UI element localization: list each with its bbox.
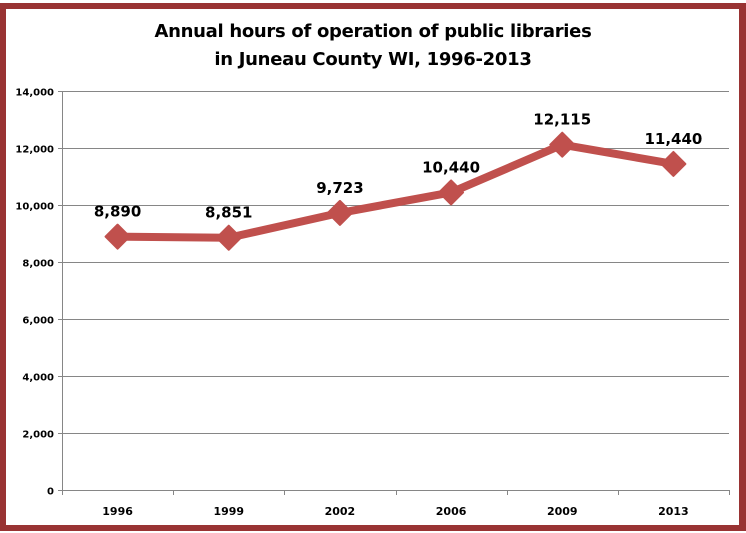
x-tick-label: 2006 — [436, 505, 467, 518]
data-point-marker — [438, 179, 465, 206]
y-tick-label: 2,000 — [22, 430, 54, 441]
data-label: 8,851 — [205, 204, 252, 222]
y-tick-label: 14,000 — [15, 88, 54, 99]
data-point-marker — [104, 223, 131, 250]
data-point-marker — [215, 224, 242, 251]
data-label: 12,115 — [533, 111, 591, 129]
chart-title-line-2: in Juneau County WI, 1996-2013 — [214, 49, 532, 70]
chart-title-line-1: Annual hours of operation of public libr… — [154, 21, 592, 42]
data-point-marker — [660, 150, 687, 177]
data-point-marker — [549, 131, 576, 158]
series-line — [117, 140, 675, 242]
data-label: 8,890 — [94, 203, 141, 221]
data-label: 11,440 — [644, 130, 702, 148]
x-tick-label: 2002 — [325, 505, 356, 518]
y-tick-label: 6,000 — [22, 316, 54, 327]
chart-title: Annual hours of operation of public libr… — [0, 18, 746, 74]
y-tick-label: 4,000 — [22, 373, 54, 384]
x-tick-label: 2013 — [658, 505, 689, 518]
x-tick-label: 2009 — [547, 505, 578, 518]
x-tick-label: 1996 — [102, 505, 133, 518]
y-tick-label: 12,000 — [15, 145, 54, 156]
data-label: 10,440 — [422, 158, 480, 176]
y-tick-label: 0 — [47, 487, 54, 498]
data-point-marker — [326, 199, 353, 226]
y-tick-label: 10,000 — [15, 202, 54, 213]
y-tick-label: 8,000 — [22, 259, 54, 270]
x-tick-label: 1999 — [213, 505, 244, 518]
data-label: 9,723 — [316, 179, 363, 197]
